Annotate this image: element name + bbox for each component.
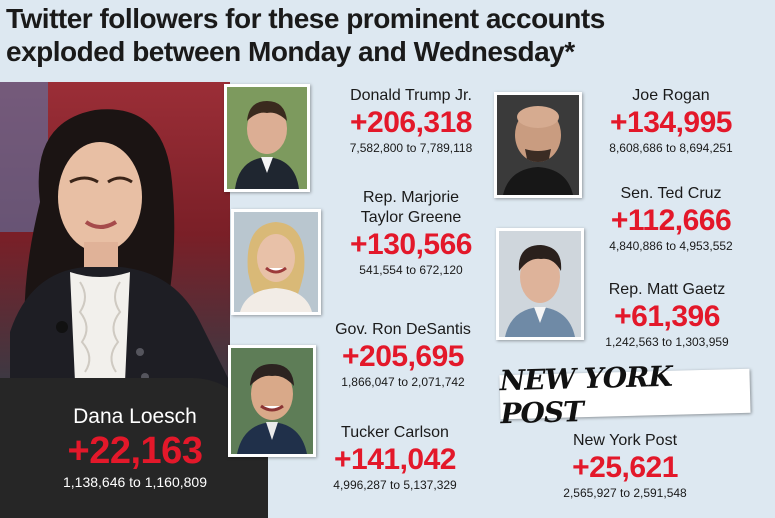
entry-delta: +134,995 (610, 106, 732, 139)
entry-range: 7,582,800 to 7,789,118 (349, 141, 473, 155)
entry-range: 541,554 to 672,120 (359, 263, 463, 277)
photo-rogan (494, 92, 582, 198)
entry-delta: +130,566 (350, 228, 472, 261)
entry-new-york-post: New York Post +25,621 2,565,927 to 2,591… (540, 431, 710, 501)
photo-desantis (228, 345, 316, 457)
entry-range: 4,840,886 to 4,953,552 (609, 239, 733, 253)
entry-range: 2,565,927 to 2,591,548 (563, 486, 687, 500)
entry-name: Joe Rogan (632, 87, 710, 104)
entry-name: Rep. Matt Gaetz (608, 281, 726, 298)
hero-entry: Dana Loesch +22,163 1,138,646 to 1,160,8… (10, 404, 260, 492)
logo-text: NEW YORK POST (499, 359, 673, 431)
entry-delta: +206,318 (350, 106, 472, 139)
entry-name-line-1: Rep. Marjorie (362, 189, 460, 206)
entry-cruz: Sen. Ted Cruz +112,666 4,840,886 to 4,95… (586, 184, 756, 254)
entry-delta: +205,695 (342, 340, 464, 373)
headline-line-1: Twitter followers for these prominent ac… (6, 3, 605, 34)
entry-delta: +61,396 (614, 300, 720, 333)
entry-name: Tucker Carlson (341, 424, 449, 441)
photo-greene (231, 209, 321, 315)
photo-trump-jr (224, 84, 310, 192)
entry-rogan: Joe Rogan +134,995 8,608,686 to 8,694,25… (586, 86, 756, 156)
entry-trump-jr: Donald Trump Jr. +206,318 7,582,800 to 7… (326, 86, 496, 156)
new-york-post-logo: NEW YORK POST (499, 360, 751, 430)
headline: Twitter followers for these prominent ac… (6, 2, 771, 68)
hero-name: Dana Loesch (73, 405, 197, 428)
headline-line-2: exploded between Monday and Wednesday* (6, 36, 575, 67)
entry-name: New York Post (572, 432, 678, 449)
entry-name: Sen. Ted Cruz (620, 185, 722, 202)
entry-name: Gov. Ron DeSantis (335, 321, 471, 338)
entry-range: 4,996,287 to 5,137,329 (333, 478, 457, 492)
entry-desantis: Gov. Ron DeSantis +205,695 1,866,047 to … (318, 320, 488, 390)
entry-name-line-2: Taylor Greene (360, 209, 462, 226)
hero-caption-base (0, 440, 268, 518)
photo-gaetz (496, 228, 584, 340)
entry-gaetz: Rep. Matt Gaetz +61,396 1,242,563 to 1,3… (582, 280, 752, 350)
entry-carlson: Tucker Carlson +141,042 4,996,287 to 5,1… (310, 423, 480, 493)
entry-range: 1,242,563 to 1,303,959 (605, 335, 729, 349)
entry-name: Donald Trump Jr. (350, 87, 472, 104)
hero-range: 1,138,646 to 1,160,809 (62, 474, 208, 490)
entry-range: 8,608,686 to 8,694,251 (609, 141, 733, 155)
hero-delta: +22,163 (67, 430, 203, 472)
entry-delta: +112,666 (610, 204, 732, 237)
entry-greene: Rep. Marjorie Taylor Greene +130,566 541… (326, 188, 496, 278)
entry-delta: +141,042 (334, 443, 456, 476)
entry-range: 1,866,047 to 2,071,742 (341, 375, 465, 389)
entry-delta: +25,621 (572, 451, 678, 484)
